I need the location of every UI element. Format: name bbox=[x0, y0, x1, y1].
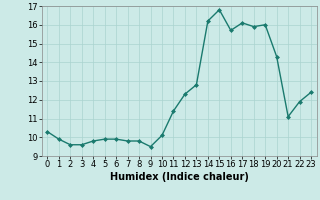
X-axis label: Humidex (Indice chaleur): Humidex (Indice chaleur) bbox=[110, 172, 249, 182]
